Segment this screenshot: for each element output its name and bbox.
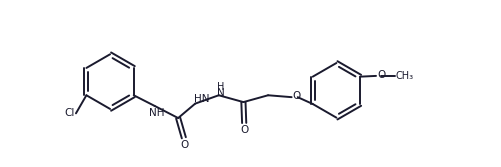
Text: HN: HN (194, 94, 210, 104)
Text: Cl: Cl (64, 108, 74, 118)
Text: O: O (180, 140, 189, 150)
Text: CH₃: CH₃ (395, 71, 413, 81)
Text: O: O (293, 91, 301, 101)
Text: H: H (217, 82, 224, 92)
Text: NH: NH (149, 108, 164, 118)
Text: O: O (240, 125, 248, 135)
Text: N: N (217, 88, 224, 98)
Text: O: O (377, 70, 385, 80)
